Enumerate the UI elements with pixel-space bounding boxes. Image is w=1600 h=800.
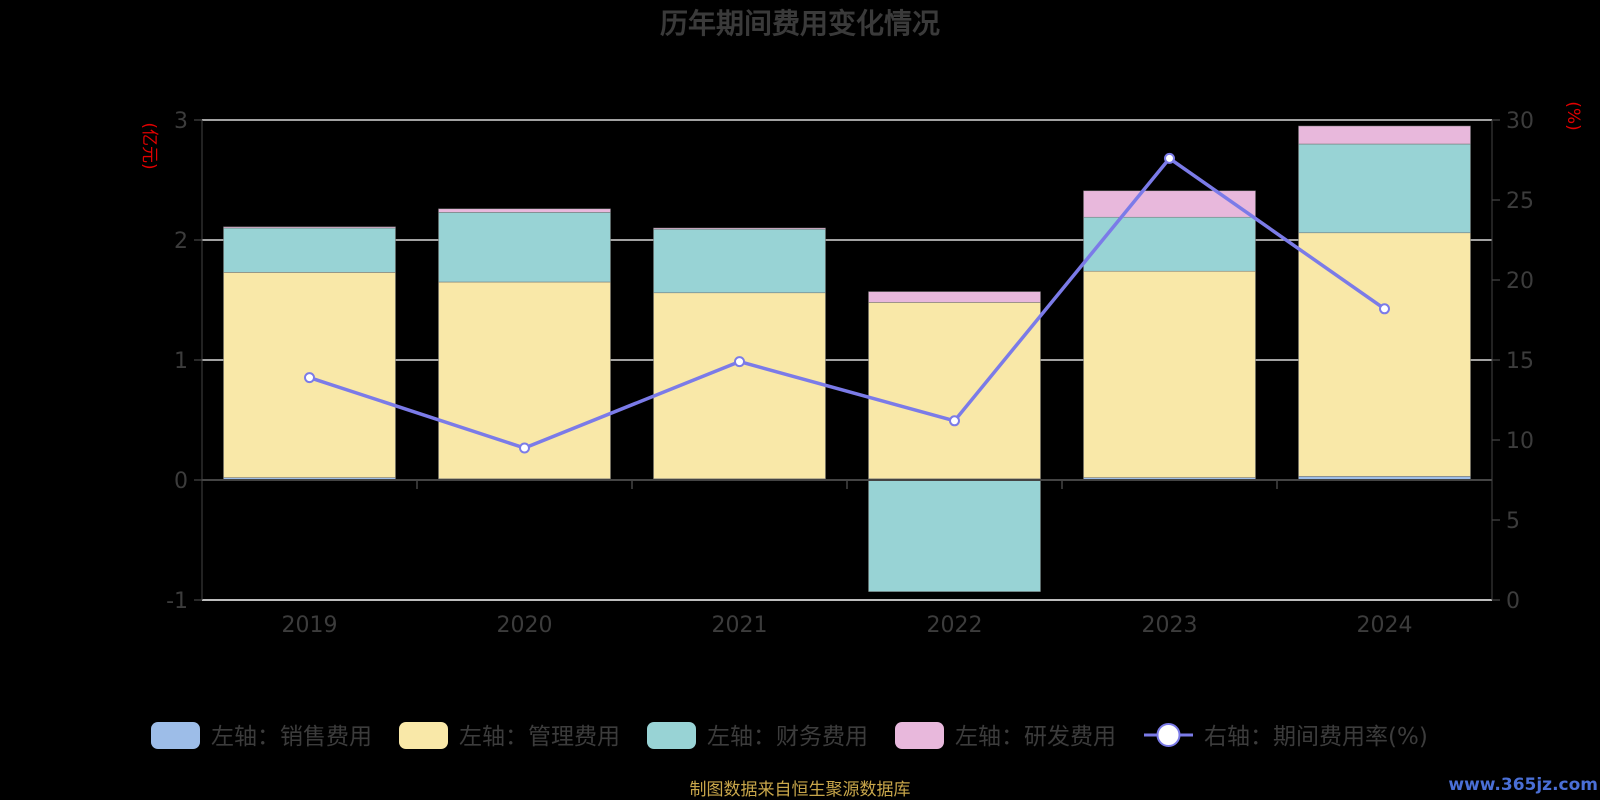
axis-lines xyxy=(201,120,1493,601)
rate-point xyxy=(519,442,530,454)
x-tick-label: 2023 xyxy=(1142,613,1198,638)
left-tick-label: 0 xyxy=(174,469,188,494)
x-tick-label: 2020 xyxy=(497,613,553,638)
legend-marker xyxy=(1156,723,1181,747)
line-series xyxy=(304,152,1390,454)
right-tick-label: 25 xyxy=(1506,189,1534,214)
bar-segment xyxy=(868,291,1041,303)
right-tick-label: 10 xyxy=(1506,429,1534,454)
right-tick-label: 30 xyxy=(1506,109,1534,134)
bar-segment xyxy=(1083,190,1256,218)
right-tick-label: 5 xyxy=(1506,509,1520,534)
bar-segment xyxy=(223,227,396,273)
data-source-note: 制图数据来自恒生聚源数据库 xyxy=(690,780,911,800)
bar-segment xyxy=(1298,232,1471,477)
rate-point xyxy=(949,415,960,427)
legend-label: 左轴：财务费用 xyxy=(707,724,868,750)
bar-segment xyxy=(1083,270,1256,478)
bar-segment xyxy=(1298,143,1471,234)
x-tick-label: 2022 xyxy=(927,613,983,638)
legend: 左轴：销售费用 左轴：管理费用 左轴：财务费用 左轴：研发费用 右轴：期间费用率(%) xyxy=(151,722,1428,750)
bar-segment xyxy=(653,228,826,294)
bar-series xyxy=(223,125,1471,592)
rate-point xyxy=(1164,152,1175,164)
bar-segment xyxy=(438,208,611,213)
x-tick-label: 2019 xyxy=(282,613,338,638)
rate-point xyxy=(734,356,745,368)
x-tick-label: 2024 xyxy=(1357,613,1413,638)
left-tick-label: 3 xyxy=(174,109,188,134)
legend-label: 左轴：研发费用 xyxy=(955,724,1116,750)
watermark: www.365jz.com xyxy=(1448,775,1598,795)
right-axis-unit: (%) xyxy=(1563,101,1583,130)
x-tick-label: 2021 xyxy=(712,613,768,638)
legend-swatch xyxy=(399,722,448,749)
right-tick-label: 20 xyxy=(1506,269,1534,294)
left-tick-label: -1 xyxy=(166,589,188,614)
bar-segment xyxy=(438,212,611,283)
legend-swatch xyxy=(647,722,696,749)
bar-segment xyxy=(223,226,396,229)
left-tick-label: 2 xyxy=(174,229,188,254)
x-axis-labels: 2019 2020 2021 2022 2023 2024 xyxy=(282,613,1413,638)
rate-point xyxy=(304,372,315,384)
bar-segment xyxy=(868,302,1041,480)
left-tick-label: 1 xyxy=(174,349,188,374)
legend-swatch xyxy=(895,722,944,749)
bar-segment xyxy=(868,479,1041,592)
right-tick-label: 0 xyxy=(1506,589,1520,614)
bar-segment xyxy=(1083,216,1256,272)
rate-line xyxy=(308,156,1386,450)
legend-swatch xyxy=(151,722,200,749)
left-axis-unit: (亿元) xyxy=(139,122,159,169)
chart-title: 历年期间费用变化情况 xyxy=(660,7,940,40)
right-axis-ticks: 0 5 10 15 20 25 30 xyxy=(1492,109,1534,614)
bar-segment xyxy=(653,227,826,230)
legend-label: 左轴：销售费用 xyxy=(211,724,372,750)
right-tick-label: 15 xyxy=(1506,349,1534,374)
left-axis-ticks: -1 0 1 2 3 xyxy=(166,109,202,614)
rate-point xyxy=(1379,303,1390,315)
legend-label: 右轴：期间费用率(%) xyxy=(1204,724,1428,750)
legend-label: 左轴：管理费用 xyxy=(459,724,620,750)
bar-segment xyxy=(1298,125,1471,145)
